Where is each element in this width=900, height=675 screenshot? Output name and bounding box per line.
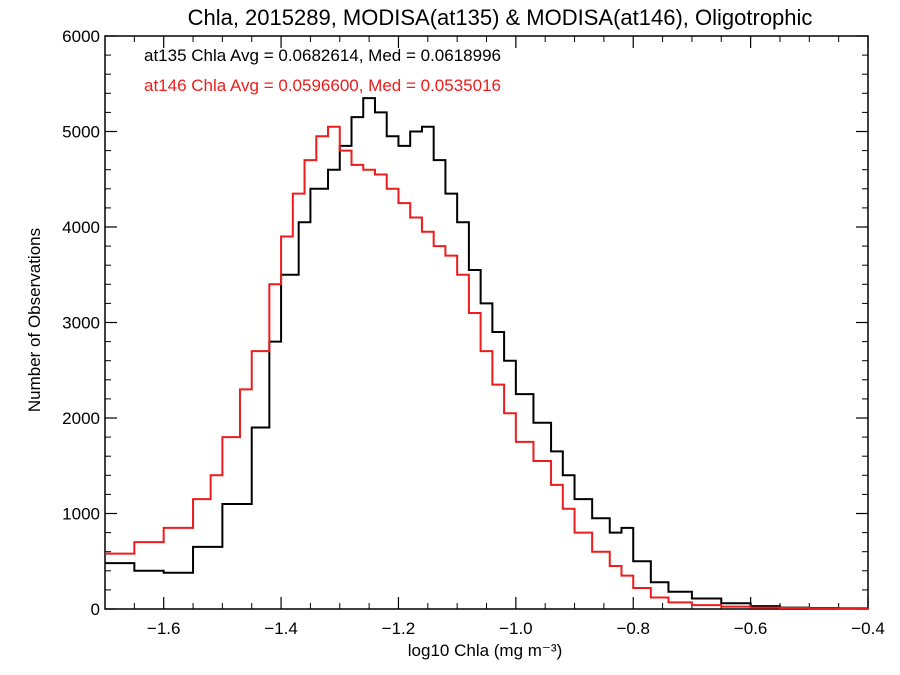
annotation-at135: at135 Chla Avg = 0.0682614, Med = 0.0618…: [144, 46, 501, 65]
series-at135: [105, 97, 869, 610]
x-tick-label: −1.0: [499, 619, 533, 638]
x-tick-label: −1.2: [382, 619, 416, 638]
y-tick-label: 0: [91, 600, 100, 619]
x-tick-label: −1.6: [147, 619, 181, 638]
y-tick-label: 3000: [62, 314, 100, 333]
x-tick-label: −1.4: [264, 619, 298, 638]
plot-area: −1.6 −1.4 −1.2 −1.0 −0.8 −0.6 −0.4 0 1000 2000 300…: [62, 27, 885, 638]
series-at146: [105, 125, 869, 610]
y-tick-label: 2000: [62, 409, 100, 428]
y-axis-label: Number of Observations: [25, 228, 44, 412]
y-tick-label: 1000: [62, 505, 100, 524]
x-tick-label: −0.6: [734, 619, 768, 638]
y-tick-label: 5000: [62, 123, 100, 142]
y-tick-label: 4000: [62, 218, 100, 237]
x-tick-label: −0.8: [616, 619, 650, 638]
y-tick-label: 6000: [62, 27, 100, 46]
x-tick-label: −0.4: [851, 619, 885, 638]
chart-title: Chla, 2015289, MODISA(at135) & MODISA(at…: [188, 5, 813, 30]
x-axis-label: log10 Chla (mg m⁻³): [408, 641, 562, 660]
annotation-at146: at146 Chla Avg = 0.0596600, Med = 0.0535…: [144, 76, 501, 95]
plot-frame: [104, 35, 869, 610]
